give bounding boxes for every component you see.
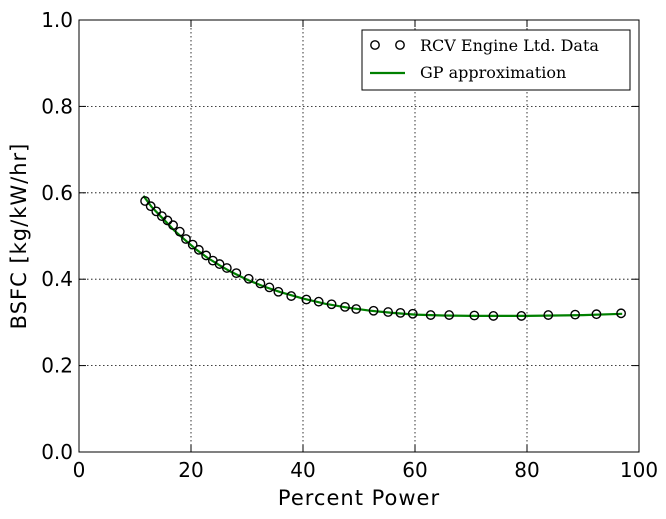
data-point: [301, 294, 312, 305]
data-point: [243, 273, 254, 284]
legend-label-gp: GP approximation: [420, 63, 566, 82]
data-point: [231, 268, 242, 279]
data-point: [444, 310, 455, 320]
data-point: [162, 215, 173, 226]
legend-marker: [370, 40, 380, 50]
data-point: [488, 311, 499, 321]
x-tick-label: 40: [290, 458, 315, 482]
data-point: [326, 299, 337, 310]
data-point: [286, 291, 297, 301]
legend: RCV Engine Ltd. Data GP approximation: [361, 29, 631, 91]
data-point: [273, 286, 284, 297]
x-tick-label: 100: [620, 458, 658, 482]
legend-marker-sample: [370, 40, 405, 50]
y-tick-label: 0.4: [41, 267, 73, 291]
data-point: [516, 311, 527, 321]
data-point: [313, 296, 324, 307]
tick-labels: 0 20 40 60 80 100 0.0 0.2 0.4 0.6 0.8 1.0: [41, 8, 658, 482]
data-point: [570, 309, 581, 320]
data-point: [140, 196, 150, 206]
gp-approximation-line: [142, 195, 623, 317]
data-point: [469, 310, 480, 321]
data-point: [616, 308, 626, 319]
y-tick-label: 1.0: [41, 8, 73, 32]
data-point: [174, 226, 185, 237]
data-point: [264, 282, 275, 293]
data-point: [340, 301, 350, 312]
data-point: [351, 304, 362, 314]
y-tick-label: 0.0: [41, 440, 73, 464]
y-axis-label: BSFC [kg/kW/hr]: [7, 143, 31, 330]
x-axis-label: Percent Power: [278, 486, 440, 510]
data-point: [151, 206, 162, 217]
rcv-engine-data-series: [140, 196, 626, 321]
data-point: [368, 305, 379, 316]
data-point: [214, 259, 225, 269]
x-tick-label: 80: [514, 458, 539, 482]
data-point: [168, 220, 178, 231]
data-point: [145, 201, 156, 212]
legend-label-rcv-data: RCV Engine Ltd. Data: [420, 36, 599, 55]
y-tick-label: 0.6: [41, 181, 73, 205]
legend-marker: [395, 40, 405, 50]
data-point: [187, 239, 198, 250]
data-point: [201, 250, 212, 261]
y-tick-label: 0.2: [41, 354, 73, 378]
x-tick-label: 60: [402, 458, 427, 482]
data-point: [425, 310, 436, 320]
data-point: [395, 307, 406, 318]
data-point: [221, 263, 232, 273]
legend-box: [361, 29, 631, 91]
y-tick-label: 0.8: [41, 94, 73, 118]
data-point: [407, 308, 418, 319]
data-point: [383, 307, 394, 317]
plot-frame: [78, 19, 640, 453]
x-tick-label: 20: [178, 458, 203, 482]
data-point: [193, 244, 204, 255]
data-point: [591, 309, 602, 320]
data-point: [255, 278, 266, 289]
data-point: [543, 310, 554, 320]
data-point: [181, 234, 191, 244]
x-tick-label: 0: [73, 458, 86, 482]
gp-approximation-series: [142, 195, 623, 317]
